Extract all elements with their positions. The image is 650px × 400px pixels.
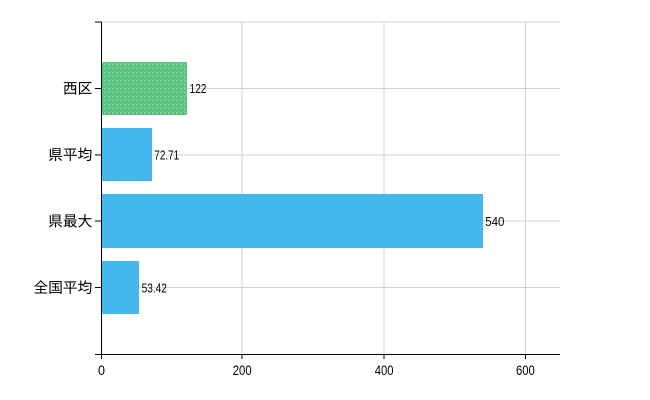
- svg-text:540: 540: [485, 214, 504, 229]
- svg-text:200: 200: [233, 363, 252, 378]
- svg-text:53.42: 53.42: [142, 280, 167, 295]
- svg-text:400: 400: [375, 363, 394, 378]
- svg-text:600: 600: [516, 363, 535, 378]
- svg-text:0: 0: [98, 363, 105, 378]
- svg-text:122: 122: [190, 81, 207, 96]
- svg-text:72.71: 72.71: [154, 148, 179, 163]
